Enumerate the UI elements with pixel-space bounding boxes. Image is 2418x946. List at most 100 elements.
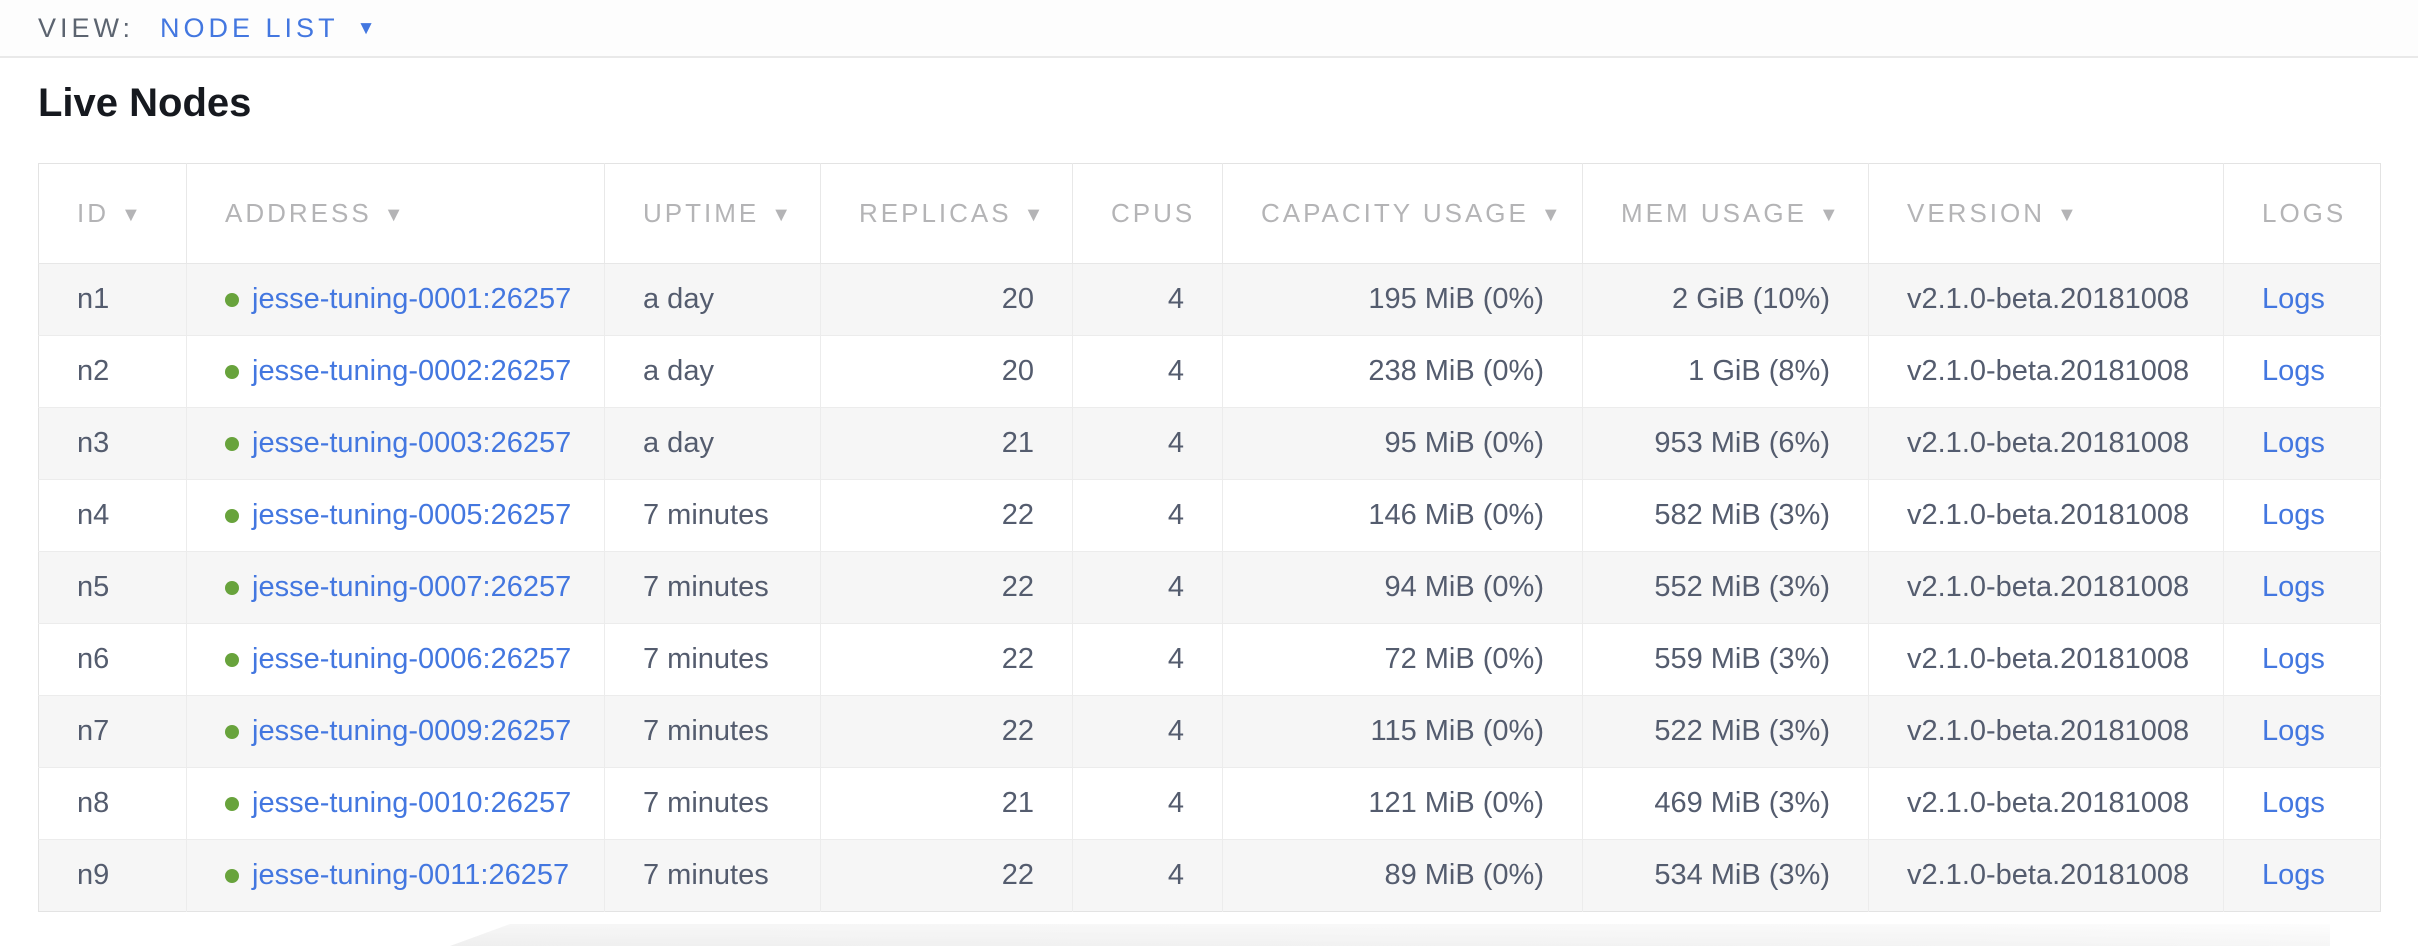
- node-address-cell: jesse-tuning-0003:26257: [186, 407, 605, 480]
- sort-desc-icon: ▼: [1818, 204, 1842, 226]
- node-cpus-cell: 4: [1072, 695, 1223, 768]
- view-selector-dropdown[interactable]: NODE LIST ▼: [160, 13, 375, 44]
- node-capacity-cell: 238 MiB (0%): [1222, 335, 1583, 408]
- table-row: n1 jesse-tuning-0001:26257 a day 20 4 19…: [38, 263, 2381, 336]
- node-replicas-cell: 22: [820, 695, 1073, 768]
- node-logs-link[interactable]: Logs: [2262, 643, 2325, 675]
- node-uptime-cell: 7 minutes: [604, 479, 821, 552]
- table-row: n5 jesse-tuning-0007:26257 7 minutes 22 …: [38, 551, 2381, 624]
- column-header-label: LOGS: [2262, 198, 2347, 228]
- node-address-link[interactable]: jesse-tuning-0007:26257: [252, 571, 572, 603]
- node-cpus-cell: 4: [1072, 335, 1223, 408]
- node-uptime-cell: 7 minutes: [604, 695, 821, 768]
- table-header: ID ▼ ADDRESS ▼ UPTIME ▼ REPLICAS ▼ CPUS CAPA…: [38, 163, 2381, 264]
- node-logs-link[interactable]: Logs: [2262, 427, 2325, 459]
- column-header-label: CPUS: [1111, 198, 1196, 228]
- node-cpus-cell: 4: [1072, 479, 1223, 552]
- node-logs-cell: Logs: [2223, 263, 2381, 336]
- node-address-link[interactable]: jesse-tuning-0003:26257: [252, 427, 572, 459]
- node-logs-link[interactable]: Logs: [2262, 571, 2325, 603]
- table-row: n4 jesse-tuning-0005:26257 7 minutes 22 …: [38, 479, 2381, 552]
- table-row: n3 jesse-tuning-0003:26257 a day 21 4 95…: [38, 407, 2381, 480]
- node-logs-cell: Logs: [2223, 623, 2381, 696]
- node-address-link[interactable]: jesse-tuning-0005:26257: [252, 499, 572, 531]
- node-address-link[interactable]: jesse-tuning-0009:26257: [252, 715, 572, 747]
- node-address-cell: jesse-tuning-0010:26257: [186, 767, 605, 840]
- node-mem-cell: 582 MiB (3%): [1582, 479, 1869, 552]
- node-address-cell: jesse-tuning-0001:26257: [186, 263, 605, 336]
- node-logs-link[interactable]: Logs: [2262, 355, 2325, 387]
- node-cpus-cell: 4: [1072, 623, 1223, 696]
- column-header-id[interactable]: ID ▼: [38, 163, 187, 264]
- column-header-label: REPLICAS: [859, 198, 1012, 228]
- column-header-uptime[interactable]: UPTIME ▼: [604, 163, 821, 264]
- table-row: n9 jesse-tuning-0011:26257 7 minutes 22 …: [38, 839, 2381, 912]
- node-address-link[interactable]: jesse-tuning-0010:26257: [252, 787, 572, 819]
- node-version-cell: v2.1.0-beta.20181008: [1868, 551, 2224, 624]
- table-row: n2 jesse-tuning-0002:26257 a day 20 4 23…: [38, 335, 2381, 408]
- node-logs-cell: Logs: [2223, 407, 2381, 480]
- node-id-cell: n8: [38, 767, 187, 840]
- node-capacity-cell: 95 MiB (0%): [1222, 407, 1583, 480]
- node-logs-link[interactable]: Logs: [2262, 499, 2325, 531]
- node-replicas-cell: 22: [820, 623, 1073, 696]
- sort-desc-icon: ▼: [1023, 204, 1047, 226]
- node-address-link[interactable]: jesse-tuning-0002:26257: [252, 355, 572, 387]
- node-id-cell: n2: [38, 335, 187, 408]
- node-cpus-cell: 4: [1072, 407, 1223, 480]
- column-header-capacity-usage[interactable]: CAPACITY USAGE ▼: [1222, 163, 1583, 264]
- node-status-dot-icon: [225, 436, 239, 451]
- column-header-replicas[interactable]: REPLICAS ▼: [820, 163, 1073, 264]
- table-row: n7 jesse-tuning-0009:26257 7 minutes 22 …: [38, 695, 2381, 768]
- node-version-cell: v2.1.0-beta.20181008: [1868, 479, 2224, 552]
- node-address-cell: jesse-tuning-0002:26257: [186, 335, 605, 408]
- node-id-cell: n6: [38, 623, 187, 696]
- node-address-link[interactable]: jesse-tuning-0011:26257: [252, 859, 570, 891]
- node-version-cell: v2.1.0-beta.20181008: [1868, 623, 2224, 696]
- node-version-cell: v2.1.0-beta.20181008: [1868, 335, 2224, 408]
- view-selected-value[interactable]: NODE LIST: [160, 12, 339, 43]
- node-cpus-cell: 4: [1072, 551, 1223, 624]
- column-header-mem-usage[interactable]: MEM USAGE ▼: [1582, 163, 1869, 264]
- node-version-cell: v2.1.0-beta.20181008: [1868, 263, 2224, 336]
- node-logs-cell: Logs: [2223, 551, 2381, 624]
- node-status-dot-icon: [225, 292, 239, 307]
- node-logs-link[interactable]: Logs: [2262, 283, 2325, 315]
- column-header-label: UPTIME: [643, 198, 760, 228]
- node-capacity-cell: 115 MiB (0%): [1222, 695, 1583, 768]
- node-uptime-cell: 7 minutes: [604, 767, 821, 840]
- node-mem-cell: 534 MiB (3%): [1582, 839, 1869, 912]
- node-status-dot-icon: [225, 724, 239, 739]
- column-header-label: ID: [77, 198, 109, 228]
- node-address-link[interactable]: jesse-tuning-0006:26257: [252, 643, 572, 675]
- sort-desc-icon: ▼: [2057, 204, 2080, 226]
- column-header-logs: LOGS: [2223, 163, 2381, 264]
- node-mem-cell: 953 MiB (6%): [1582, 407, 1869, 480]
- node-replicas-cell: 20: [820, 335, 1073, 408]
- live-nodes-table: ID ▼ ADDRESS ▼ UPTIME ▼ REPLICAS ▼ CPUS CAPA…: [38, 163, 2381, 912]
- node-replicas-cell: 21: [820, 767, 1073, 840]
- column-header-version[interactable]: VERSION ▼: [1868, 163, 2224, 264]
- node-replicas-cell: 22: [820, 839, 1073, 912]
- column-header-address[interactable]: ADDRESS ▼: [186, 163, 605, 264]
- node-logs-link[interactable]: Logs: [2262, 715, 2325, 747]
- node-logs-link[interactable]: Logs: [2262, 787, 2325, 819]
- node-logs-link[interactable]: Logs: [2262, 859, 2325, 891]
- node-table-body: n1 jesse-tuning-0001:26257 a day 20 4 19…: [38, 263, 2381, 912]
- sort-desc-icon: ▼: [771, 204, 795, 226]
- column-header-label: VERSION: [1907, 198, 2046, 228]
- next-section-edge: [450, 924, 2330, 946]
- node-address-cell: jesse-tuning-0006:26257: [186, 623, 605, 696]
- node-address-link[interactable]: jesse-tuning-0001:26257: [252, 283, 572, 315]
- table-row: n8 jesse-tuning-0010:26257 7 minutes 21 …: [38, 767, 2381, 840]
- node-address-cell: jesse-tuning-0005:26257: [186, 479, 605, 552]
- node-status-dot-icon: [225, 364, 239, 379]
- node-status-dot-icon: [225, 652, 239, 667]
- node-replicas-cell: 21: [820, 407, 1073, 480]
- node-cpus-cell: 4: [1072, 263, 1223, 336]
- sort-desc-icon: ▼: [383, 204, 407, 226]
- node-status-dot-icon: [225, 508, 239, 523]
- node-logs-cell: Logs: [2223, 479, 2381, 552]
- node-id-cell: n5: [38, 551, 187, 624]
- node-capacity-cell: 121 MiB (0%): [1222, 767, 1583, 840]
